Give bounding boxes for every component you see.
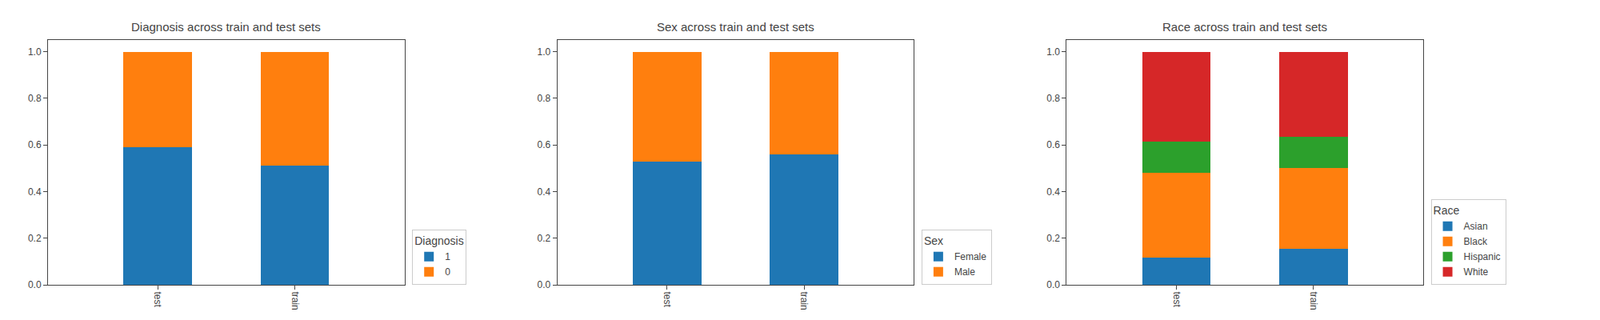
svg-text:0.6: 0.6 xyxy=(1046,139,1060,151)
svg-text:test: test xyxy=(661,291,673,308)
svg-text:1.0: 1.0 xyxy=(1046,46,1060,58)
svg-text:0.6: 0.6 xyxy=(28,139,42,151)
svg-text:Diagnosis across train and tes: Diagnosis across train and test sets xyxy=(131,20,321,34)
svg-text:Black: Black xyxy=(1464,236,1488,248)
svg-text:train: train xyxy=(798,291,810,310)
svg-text:0.8: 0.8 xyxy=(537,92,552,104)
svg-text:train: train xyxy=(1308,291,1320,310)
svg-text:test: test xyxy=(1171,291,1183,308)
svg-text:0.8: 0.8 xyxy=(28,92,42,104)
svg-text:1: 1 xyxy=(444,251,451,263)
svg-text:Diagnosis: Diagnosis xyxy=(414,234,464,248)
svg-text:Sex across train and test sets: Sex across train and test sets xyxy=(656,20,815,34)
svg-text:0.0: 0.0 xyxy=(1046,279,1060,291)
svg-text:1.0: 1.0 xyxy=(537,46,552,58)
svg-text:0: 0 xyxy=(444,266,451,278)
svg-text:1.0: 1.0 xyxy=(28,46,42,58)
svg-text:0.2: 0.2 xyxy=(1046,232,1060,244)
svg-text:test: test xyxy=(152,291,164,308)
svg-text:0.4: 0.4 xyxy=(537,186,552,198)
svg-text:0.4: 0.4 xyxy=(1046,186,1060,198)
svg-text:Race across train and test set: Race across train and test sets xyxy=(1162,20,1328,34)
svg-text:Race: Race xyxy=(1433,204,1460,217)
svg-text:0.2: 0.2 xyxy=(537,232,552,244)
svg-text:White: White xyxy=(1464,266,1489,278)
svg-text:Female: Female xyxy=(954,251,987,263)
svg-text:0.0: 0.0 xyxy=(28,279,42,291)
svg-text:0.0: 0.0 xyxy=(537,279,552,291)
svg-text:Asian: Asian xyxy=(1464,220,1488,232)
svg-text:0.8: 0.8 xyxy=(1046,92,1060,104)
svg-text:train: train xyxy=(289,291,301,310)
svg-text:0.2: 0.2 xyxy=(28,232,42,244)
svg-text:Hispanic: Hispanic xyxy=(1464,251,1501,263)
svg-text:Male: Male xyxy=(954,266,976,278)
svg-text:0.4: 0.4 xyxy=(28,186,42,198)
svg-text:Sex: Sex xyxy=(924,234,944,248)
svg-text:0.6: 0.6 xyxy=(537,139,552,151)
